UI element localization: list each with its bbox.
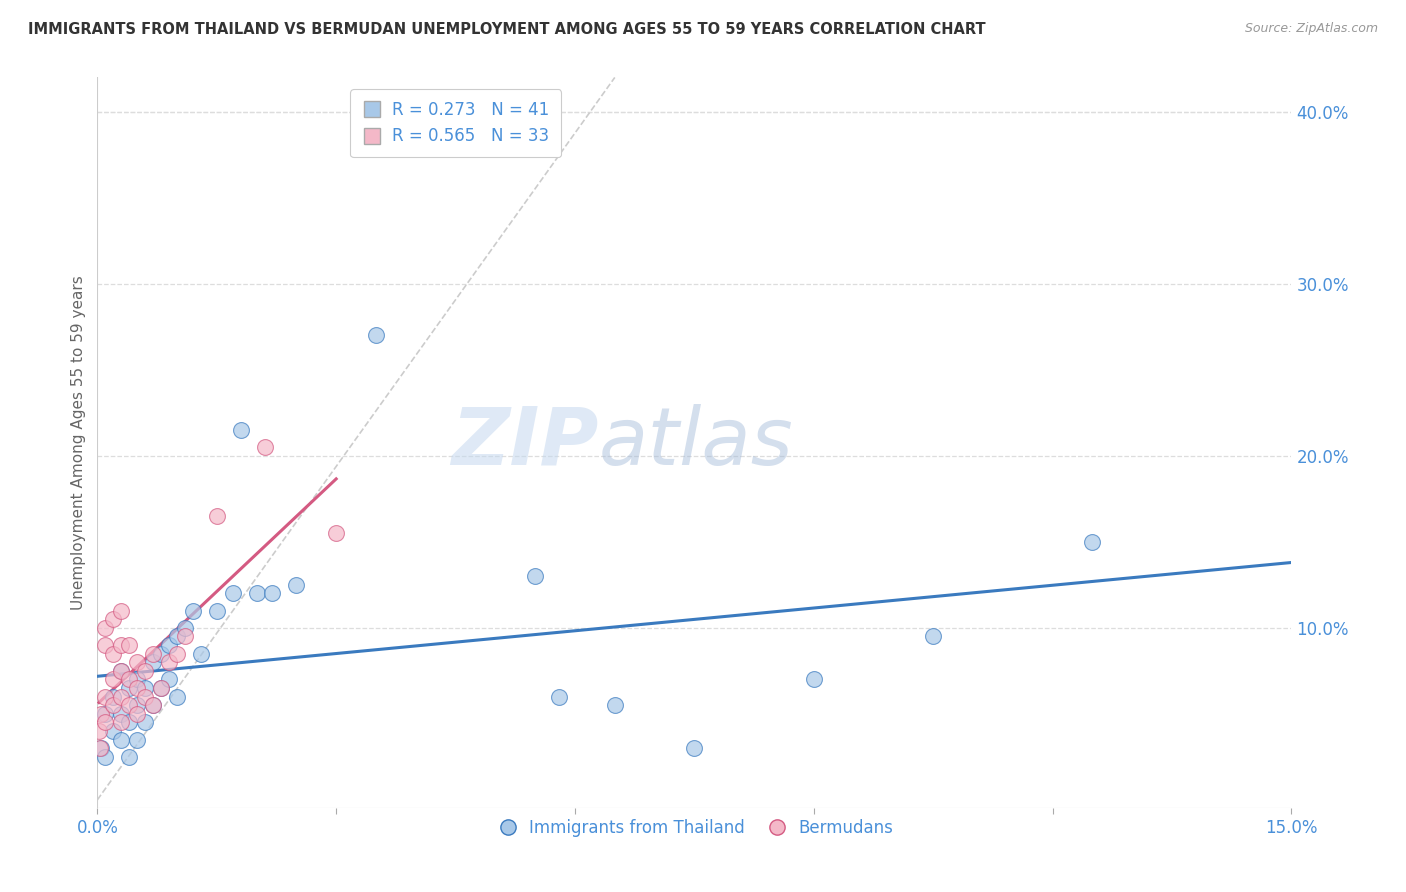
Point xyxy=(803,673,825,687)
Point xyxy=(94,690,117,704)
Point xyxy=(127,706,149,721)
Point xyxy=(103,690,125,704)
Point xyxy=(150,681,173,695)
Point xyxy=(174,630,197,644)
Point xyxy=(110,706,132,721)
Point xyxy=(157,655,180,669)
Legend: Immigrants from Thailand, Bermudans: Immigrants from Thailand, Bermudans xyxy=(489,813,900,844)
Point xyxy=(157,638,180,652)
Point xyxy=(94,638,117,652)
Point xyxy=(524,569,547,583)
Text: ZIP: ZIP xyxy=(451,404,599,482)
Point xyxy=(134,664,156,678)
Point xyxy=(89,741,111,756)
Point xyxy=(103,724,125,739)
Point xyxy=(87,724,110,739)
Point xyxy=(134,690,156,704)
Point xyxy=(103,647,125,661)
Point xyxy=(118,698,141,713)
Point xyxy=(325,526,347,541)
Point xyxy=(127,673,149,687)
Point xyxy=(103,612,125,626)
Point xyxy=(118,638,141,652)
Point xyxy=(94,706,117,721)
Point xyxy=(142,647,165,661)
Point xyxy=(118,673,141,687)
Point xyxy=(174,621,197,635)
Point xyxy=(142,655,165,669)
Point xyxy=(110,664,132,678)
Point xyxy=(110,604,132,618)
Point xyxy=(229,423,252,437)
Point xyxy=(118,715,141,730)
Point xyxy=(110,732,132,747)
Point xyxy=(683,741,706,756)
Point xyxy=(205,604,228,618)
Point xyxy=(90,706,112,721)
Point xyxy=(548,690,571,704)
Point xyxy=(127,681,149,695)
Point xyxy=(94,715,117,730)
Point xyxy=(364,328,387,343)
Point xyxy=(142,698,165,713)
Point xyxy=(118,681,141,695)
Point xyxy=(166,647,188,661)
Point xyxy=(166,690,188,704)
Point xyxy=(110,664,132,678)
Point xyxy=(90,741,112,756)
Point xyxy=(262,586,284,600)
Point xyxy=(110,638,132,652)
Point xyxy=(603,698,626,713)
Point xyxy=(285,578,308,592)
Text: Source: ZipAtlas.com: Source: ZipAtlas.com xyxy=(1244,22,1378,36)
Text: atlas: atlas xyxy=(599,404,793,482)
Point xyxy=(150,681,173,695)
Point xyxy=(142,698,165,713)
Point xyxy=(127,698,149,713)
Point xyxy=(166,630,188,644)
Point xyxy=(253,440,276,454)
Point xyxy=(922,630,945,644)
Text: IMMIGRANTS FROM THAILAND VS BERMUDAN UNEMPLOYMENT AMONG AGES 55 TO 59 YEARS CORR: IMMIGRANTS FROM THAILAND VS BERMUDAN UNE… xyxy=(28,22,986,37)
Point xyxy=(205,509,228,524)
Point xyxy=(150,647,173,661)
Point xyxy=(1081,534,1104,549)
Point xyxy=(94,749,117,764)
Point xyxy=(110,690,132,704)
Point xyxy=(221,586,243,600)
Point xyxy=(245,586,267,600)
Point xyxy=(134,681,156,695)
Point xyxy=(94,621,117,635)
Point xyxy=(127,732,149,747)
Point xyxy=(118,749,141,764)
Point xyxy=(157,673,180,687)
Point xyxy=(127,655,149,669)
Point xyxy=(181,604,204,618)
Point xyxy=(134,715,156,730)
Point xyxy=(110,715,132,730)
Point xyxy=(103,673,125,687)
Point xyxy=(103,698,125,713)
Y-axis label: Unemployment Among Ages 55 to 59 years: Unemployment Among Ages 55 to 59 years xyxy=(72,276,86,610)
Point xyxy=(190,647,212,661)
